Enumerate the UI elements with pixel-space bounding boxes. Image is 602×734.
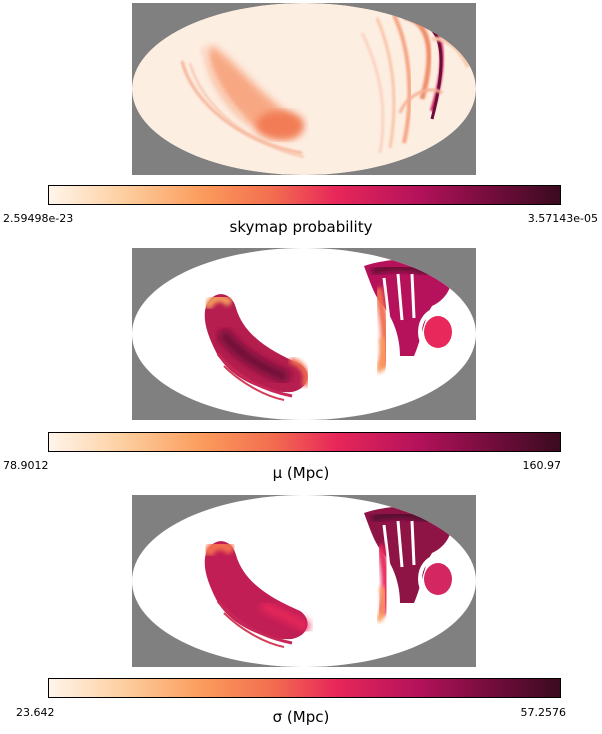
mu-colorbar	[48, 432, 561, 452]
sigma-colorbar	[48, 678, 561, 698]
mu-map	[132, 248, 476, 420]
skymap-colorbar-label: skymap probability	[229, 218, 373, 236]
sigma-colorbar-min: 23.642	[16, 706, 55, 719]
sigma-colorbar-max: 57.2576	[520, 706, 567, 719]
sigma-colorbar-label: σ (Mpc)	[272, 708, 330, 726]
sigma-map	[132, 495, 476, 667]
mu-colorbar-min: 78.9012	[3, 459, 49, 472]
skymap-colorbar	[48, 185, 561, 205]
skymap-probability-map	[132, 3, 476, 175]
skymap-colorbar-min: 2.59498e-23	[3, 212, 74, 225]
skymap-colorbar-max: 3.57143e-05	[527, 212, 598, 225]
mu-colorbar-max: 160.97	[522, 459, 562, 472]
mu-colorbar-label: μ (Mpc)	[272, 464, 330, 482]
